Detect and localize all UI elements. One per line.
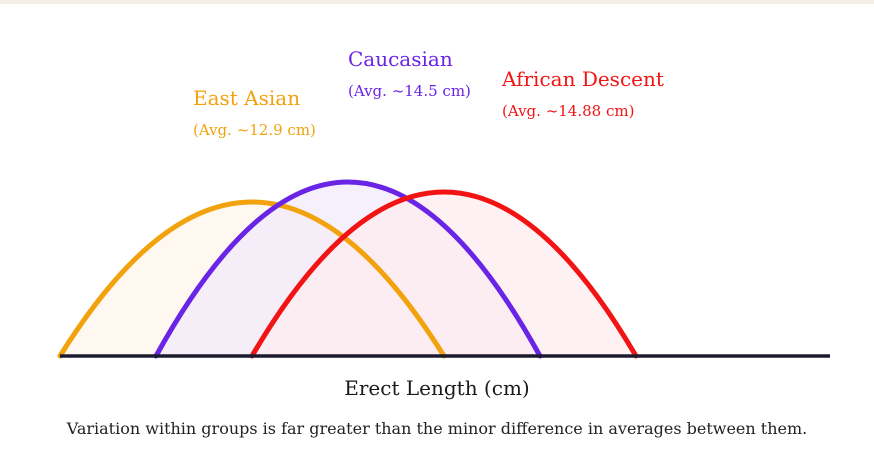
- curve-fills: [60, 182, 636, 356]
- curve-strokes: [57, 179, 639, 359]
- top-divider: [0, 0, 874, 4]
- east-asian-label: East Asian: [193, 86, 300, 110]
- east-asian-average-label: (Avg. ~12.9 cm): [193, 121, 316, 139]
- caucasian-curve: [153, 179, 543, 359]
- chart-caption: Variation within groups is far greater t…: [66, 419, 808, 438]
- african-descent-label: African Descent: [501, 67, 664, 91]
- caucasian-average-label: (Avg. ~14.5 cm): [348, 82, 471, 100]
- x-axis-label: Erect Length (cm): [344, 376, 530, 400]
- african-descent-curve: [249, 189, 639, 359]
- series-labels: East Asian (Avg. ~12.9 cm) Caucasian (Avg. …: [193, 47, 664, 139]
- african-descent-average-label: (Avg. ~14.88 cm): [502, 102, 634, 120]
- east-asian-curve: [57, 199, 447, 359]
- caucasian-label: Caucasian: [348, 47, 453, 71]
